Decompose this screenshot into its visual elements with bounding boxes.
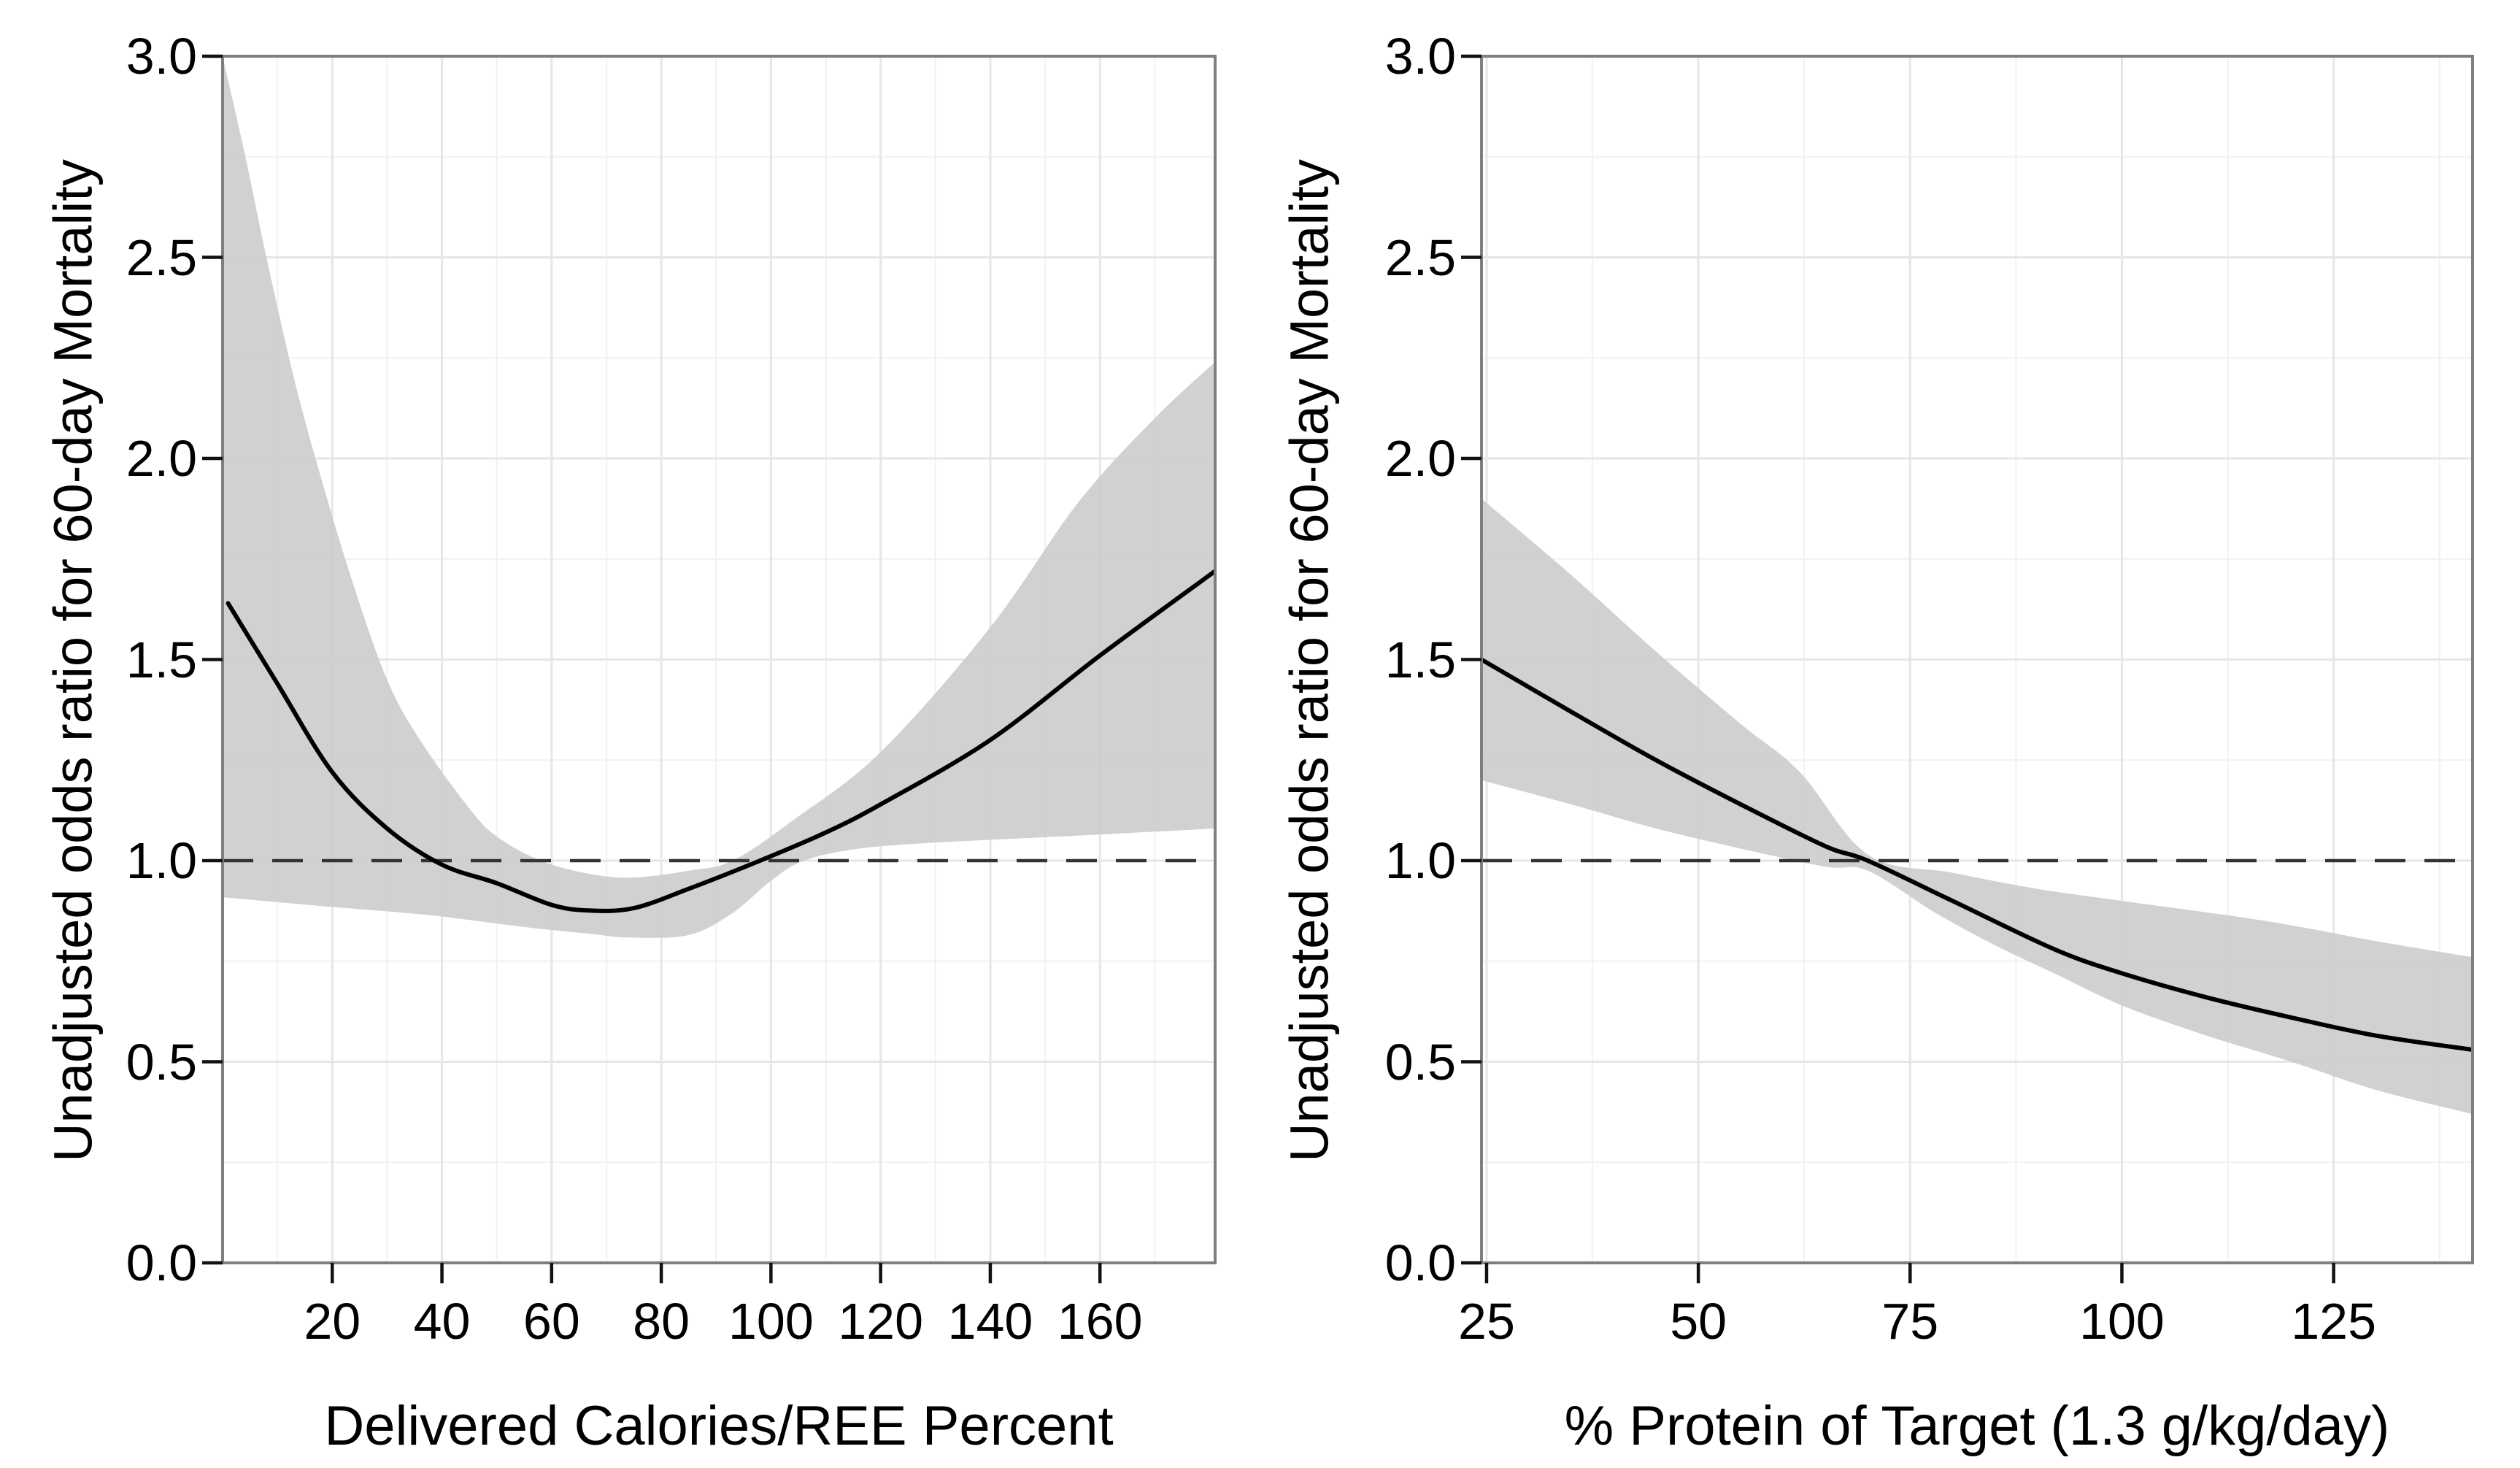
confidence-band-right <box>1481 499 2473 1115</box>
y-tick-label-right: 1.5 <box>1384 631 1456 688</box>
x-tick-label-right: 100 <box>2079 1293 2165 1350</box>
y-tick-label-right: 0.0 <box>1384 1234 1456 1291</box>
x-axis-title-right: % Protein of Target (1.3 g/kg/day) <box>1564 1395 2390 1457</box>
tick-marks-right <box>1461 54 2335 1283</box>
panel-left <box>202 54 1217 1283</box>
x-tick-label-left: 100 <box>728 1293 814 1350</box>
y-tick-label-right: 2.0 <box>1384 430 1456 487</box>
y-axis-title-right: Unadjusted odds ratio for 60-day Mortali… <box>1279 159 1340 1162</box>
odds-ratio-curve-left <box>226 569 1215 913</box>
x-tick-label-right: 75 <box>1881 1293 1939 1350</box>
x-tick-label-left: 120 <box>838 1293 924 1350</box>
y-tick-label-left: 2.5 <box>126 228 197 286</box>
panel-right <box>1461 54 2474 1283</box>
x-tick-label-left: 140 <box>947 1293 1033 1350</box>
y-tick-label-left: 2.0 <box>126 430 197 487</box>
x-tick-label-right: 125 <box>2291 1293 2377 1350</box>
x-tick-label-left: 80 <box>633 1293 690 1350</box>
y-tick-label-right: 1.0 <box>1384 832 1456 889</box>
y-tick-label-right: 2.5 <box>1384 228 1456 286</box>
x-tick-label-left: 60 <box>523 1293 580 1350</box>
x-tick-label-left: 20 <box>304 1293 361 1350</box>
y-tick-label-left: 1.0 <box>126 832 197 889</box>
y-tick-label-left: 1.5 <box>126 631 197 688</box>
y-tick-label-right: 0.5 <box>1384 1033 1456 1091</box>
y-tick-label-left: 0.0 <box>126 1234 197 1291</box>
x-axis-title-left: Delivered Calories/REE Percent <box>324 1395 1114 1457</box>
y-tick-label-left: 3.0 <box>126 28 197 85</box>
y-tick-label-left: 0.5 <box>126 1033 197 1091</box>
confidence-band-left <box>223 56 1215 938</box>
x-tick-label-left: 40 <box>413 1293 471 1350</box>
tick-marks-left <box>202 54 1102 1283</box>
odds-ratio-curve-right <box>1481 657 2473 1052</box>
x-tick-label-right: 50 <box>1670 1293 1727 1350</box>
x-tick-label-right: 25 <box>1458 1293 1515 1350</box>
y-tick-label-right: 3.0 <box>1384 28 1456 85</box>
x-tick-label-left: 160 <box>1057 1293 1143 1350</box>
